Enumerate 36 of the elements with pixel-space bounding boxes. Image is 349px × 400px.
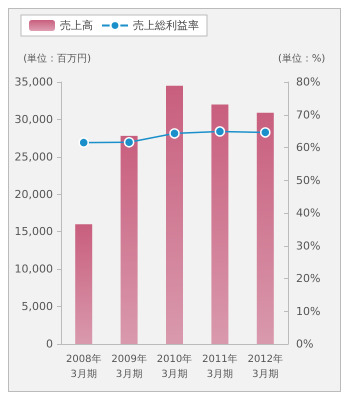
y-axis-title: (単位：百万円) bbox=[23, 52, 92, 64]
y-tick-label: 5,000 bbox=[22, 300, 53, 314]
y2-tick-label: 70% bbox=[296, 108, 320, 122]
bar bbox=[256, 112, 274, 344]
bar bbox=[75, 224, 92, 344]
y-tick-label: 25,000 bbox=[14, 150, 53, 164]
x-tick-label: 2009年 3月期 bbox=[111, 353, 147, 380]
legend-label: 売上総利益率 bbox=[133, 19, 199, 32]
y2-tick-label: 80% bbox=[296, 76, 320, 88]
y2-tick-label: 60% bbox=[296, 141, 320, 154]
y2-tick-label: 0% bbox=[296, 338, 314, 350]
y-tick-label: 30,000 bbox=[14, 112, 53, 126]
point bbox=[214, 126, 226, 137]
x-tick-label: 2011年 3月期 bbox=[202, 353, 238, 380]
y2-tick-label: 30% bbox=[296, 239, 320, 252]
bar bbox=[211, 104, 228, 344]
y-tick-label: 15,000 bbox=[14, 225, 53, 238]
point bbox=[78, 137, 89, 148]
y-tick-label: 35,000 bbox=[14, 76, 53, 88]
y2-axis-title: (単位：%) bbox=[278, 52, 326, 64]
y2-tick-label: 40% bbox=[296, 206, 320, 220]
bar bbox=[120, 136, 138, 344]
legend-label: 売上高 bbox=[60, 19, 93, 32]
bar bbox=[166, 86, 183, 344]
point bbox=[260, 127, 271, 138]
point bbox=[169, 128, 180, 139]
y2-tick-label: 50% bbox=[296, 174, 320, 187]
y-tick-label: 20,000 bbox=[14, 188, 53, 201]
y2-tick-label: 20% bbox=[296, 272, 320, 285]
x-tick-label: 2012年 3月期 bbox=[248, 353, 284, 380]
x-tick-label: 2010年 3月期 bbox=[156, 353, 192, 380]
point bbox=[124, 137, 134, 148]
y-tick-label: 10,000 bbox=[14, 262, 53, 276]
y-tick-label: 0 bbox=[46, 338, 53, 350]
x-tick-label: 2008年 3月期 bbox=[66, 353, 102, 380]
y2-tick-label: 10% bbox=[296, 304, 320, 318]
